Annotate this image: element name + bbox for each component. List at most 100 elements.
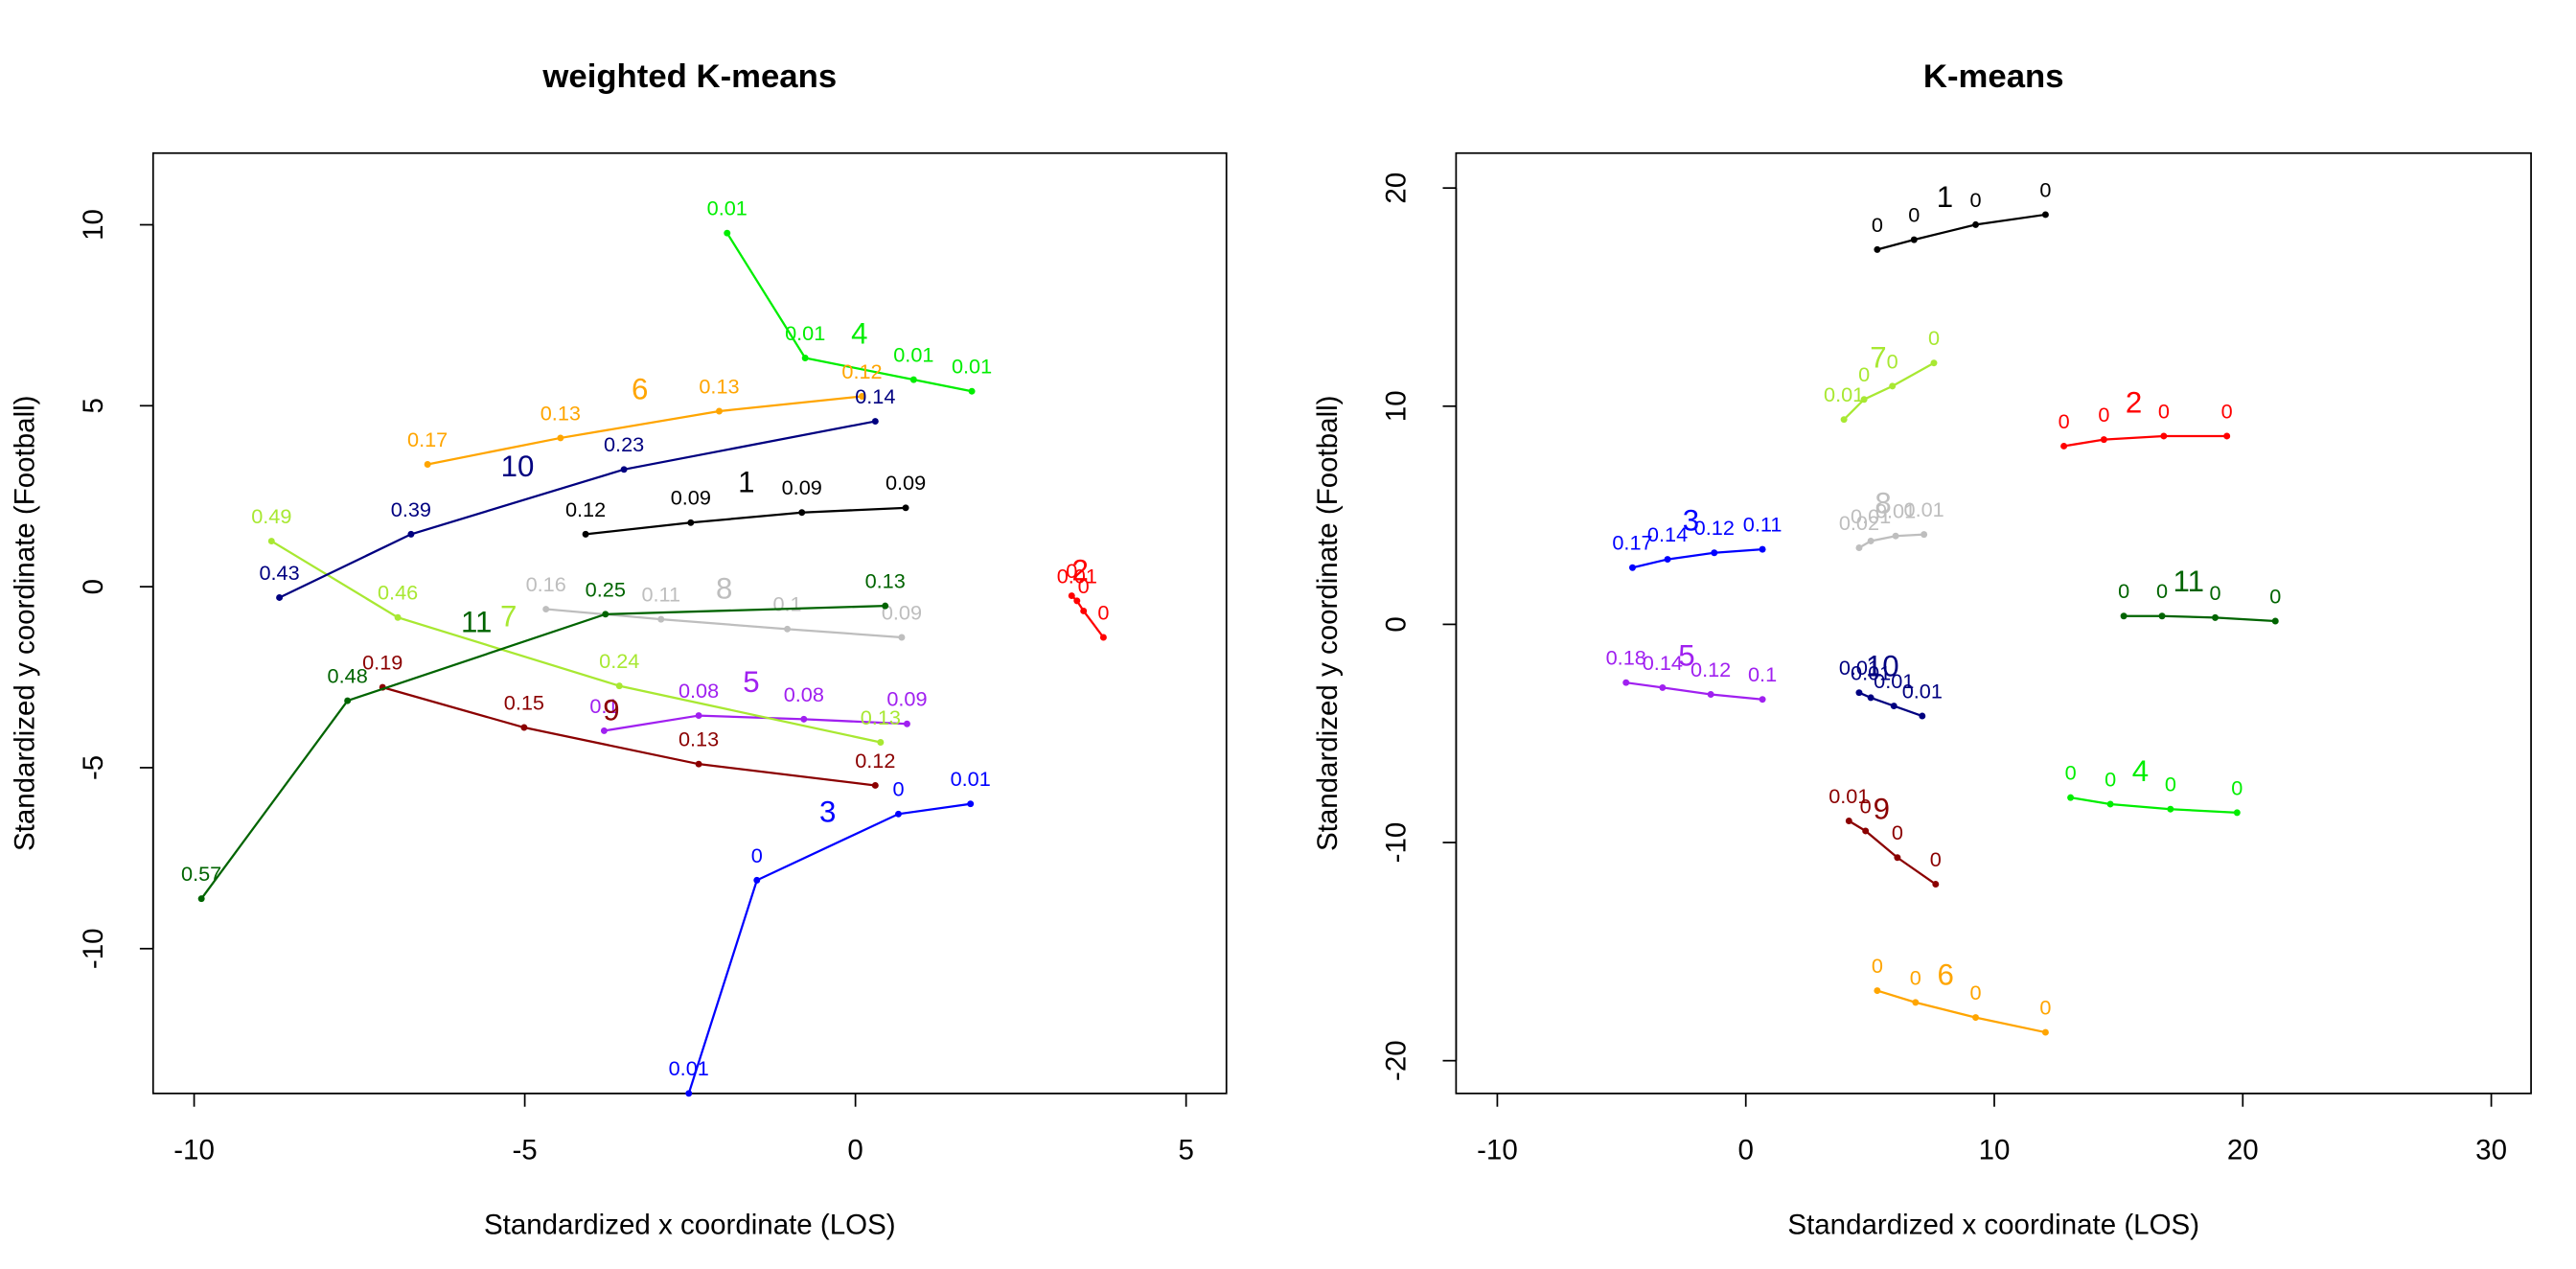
cluster-line [1858,691,1923,718]
cluster-point [902,504,909,512]
x-tick-label: 0 [1738,1134,1754,1165]
weight-label: 0 [1860,794,1872,818]
weight-label: 0.1 [772,592,801,616]
cluster-point [1912,999,1920,1006]
cluster-point [1855,544,1863,551]
weight-label: 0.01 [1875,499,1916,523]
weight-label: 0 [892,777,904,801]
weight-label: 0.09 [886,687,927,711]
weight-label: 0.01 [952,355,992,379]
x-axis-label: Standardized x coordinate (LOS) [1787,1210,2199,1241]
cluster-point [687,519,695,526]
cluster-line [604,714,908,732]
weight-label: 0.23 [604,432,644,456]
weight-label: 0 [1887,349,1898,373]
x-axis-label: Standardized x coordinate (LOS) [484,1210,896,1241]
weight-label: 0 [1097,600,1109,624]
cluster-name: 8 [1874,486,1891,519]
weight-label: 0.13 [699,374,739,398]
weight-label: 0.12 [1694,516,1735,540]
cluster-point [582,530,589,538]
weight-label: 0.09 [886,471,926,495]
weight-label: 0.57 [181,862,221,886]
weight-label: 0.08 [678,679,719,703]
cluster-line [545,608,903,639]
weight-label: 0.1 [589,694,618,718]
weight-label: 0.25 [586,577,626,601]
cluster: 0.020.010.010.018 [1839,486,1944,551]
weight-label: 0 [2221,399,2233,423]
cluster-name: 10 [1866,650,1899,683]
cluster-name: 3 [1683,504,1699,538]
weight-label: 0.08 [784,682,824,706]
cluster-point [1707,691,1714,698]
cluster-name: 5 [1678,638,1694,672]
weight-label: 0.18 [1606,646,1646,670]
cluster-point [1080,607,1088,614]
cluster: 0.01 0 0 0.01 3 [669,767,991,1097]
cluster-point [1889,382,1897,390]
cluster-point [882,602,889,610]
cluster-point [2158,612,2166,620]
cluster-point [2233,809,2241,817]
weight-label: 0.01 [785,321,825,345]
x-tick-label: -10 [1477,1134,1518,1165]
cluster-name: 2 [2126,385,2142,419]
weight-label: 0 [2231,775,2242,799]
weight-label: 0 [1970,981,1982,1004]
cluster-point [784,625,792,633]
cluster-name: 1 [1937,180,1953,214]
cluster-point [1862,827,1870,835]
weight-label: 0 [1858,362,1870,386]
y-tick-label: 20 [1380,173,1412,204]
x-tick-label: 10 [1979,1134,2011,1165]
weight-label: 0 [2156,579,2168,603]
cluster-point [1855,689,1863,697]
cluster-point [2041,1028,2049,1036]
cluster-point [859,393,866,400]
weight-label: 0 [1928,326,1940,350]
cluster-point [2120,612,2128,620]
cluster-line [270,540,882,744]
y-tick-label: 10 [1380,390,1412,422]
plot-box [1455,151,2532,1095]
weight-label: 0.14 [855,384,895,408]
cluster-line [1632,547,1763,569]
y-tick-label: -10 [78,928,109,969]
weight-label: 0 [1930,847,1942,871]
cluster-point [695,712,702,720]
weight-label: 0.01 [1902,679,1943,703]
cluster-point [801,355,809,361]
cluster-point [2100,436,2107,444]
weight-label: 0.43 [259,561,299,585]
cluster-name: 11 [461,605,492,638]
weight-label: 0 [2058,409,2070,433]
weight-label: 0.1 [1748,662,1777,686]
cluster-point [1845,818,1852,824]
cluster-point [685,1090,693,1097]
weight-label: 0.11 [641,583,680,607]
cluster-point [1919,712,1926,720]
cluster-point [1099,634,1107,641]
cluster-point [1073,597,1081,605]
cluster-point [424,461,431,468]
cluster-point [2060,442,2068,450]
cluster-point [1920,531,1928,539]
cluster-point [716,407,723,415]
cluster: 0.49 0.46 0.24 0.13 7 [251,504,901,746]
cluster: 0.190.150.130.129 [362,651,895,789]
weight-label: 0.12 [855,749,895,773]
cluster-point [1892,532,1899,540]
x-tick-label: 5 [1178,1134,1193,1165]
cluster-name: 6 [1937,958,1953,991]
weight-label: 0.13 [861,705,901,729]
weight-label: 0.46 [378,581,418,605]
cluster-line [1070,594,1105,638]
cluster-point [197,895,205,903]
weight-label: 0.12 [565,497,606,521]
cluster: 0.180.14 0.12 0.1 5 [1606,638,1777,704]
cluster-line [585,506,907,536]
cluster-name: 4 [2132,754,2149,788]
weight-label: 0 [2269,584,2281,608]
cluster-point [267,538,275,545]
